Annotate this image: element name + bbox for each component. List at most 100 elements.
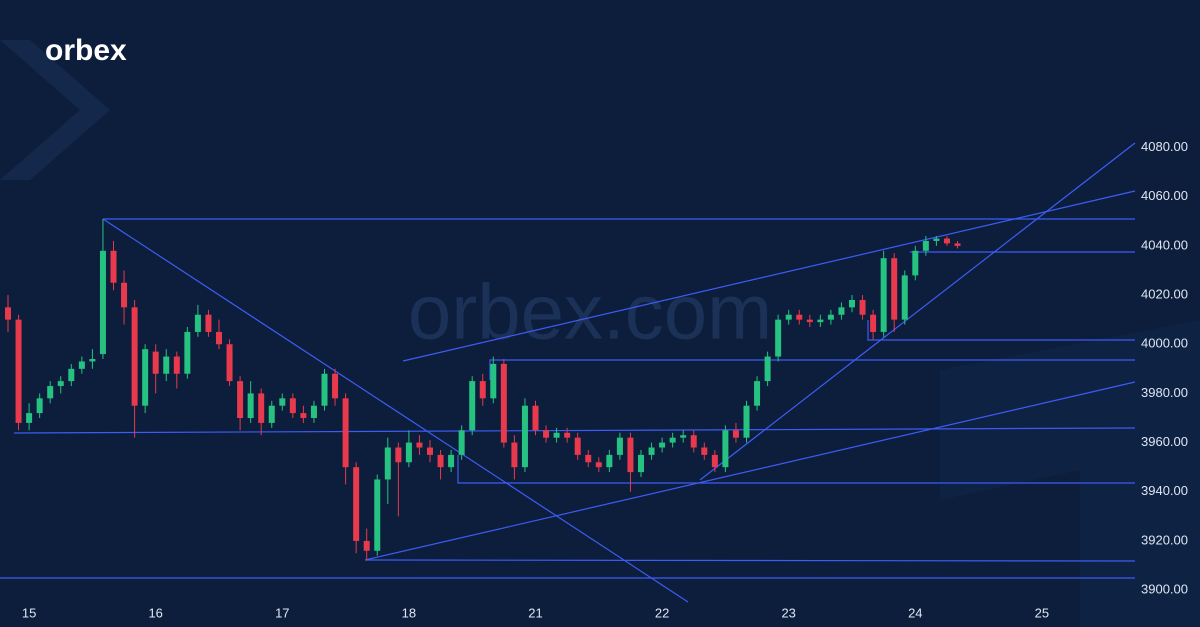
candle-body	[627, 437, 634, 473]
y-tick-label: 3920.00	[1141, 532, 1188, 547]
candle-body	[606, 454, 613, 468]
candle-body	[827, 314, 834, 320]
x-tick-label: 25	[1035, 605, 1049, 620]
candle-body	[142, 349, 149, 406]
candle-body	[859, 299, 866, 315]
candle-body	[448, 454, 455, 468]
candle-body	[47, 386, 54, 399]
candle-body	[374, 479, 381, 551]
candle-body	[922, 240, 929, 251]
candle-body	[849, 299, 855, 308]
candle-body	[595, 462, 602, 468]
candle-body	[268, 405, 275, 423]
candle-body	[891, 258, 898, 320]
x-tick-label: 22	[655, 605, 669, 620]
watermark: orbex.com	[408, 268, 772, 356]
candle-body	[796, 314, 803, 320]
trend-line	[699, 142, 1136, 481]
candle-body	[173, 356, 180, 374]
trend-line	[457, 455, 1135, 484]
candle-body	[690, 435, 697, 448]
candle-body	[5, 307, 11, 320]
candle-body	[258, 393, 265, 423]
candle-body	[427, 447, 433, 455]
trend-line	[13, 427, 1136, 434]
candle-body	[711, 454, 718, 468]
y-tick-label: 3900.00	[1141, 582, 1188, 597]
candle-body	[532, 405, 539, 431]
y-tick-label: 3980.00	[1141, 385, 1188, 400]
candle-body	[321, 373, 328, 406]
candle-body	[521, 405, 528, 468]
candle-body	[490, 363, 497, 399]
candle-body	[57, 381, 64, 387]
candle-body	[764, 356, 771, 382]
candle-body	[785, 314, 792, 320]
candle-body	[817, 319, 824, 323]
candle-body	[184, 331, 191, 374]
candle-body	[732, 430, 739, 438]
x-tick-label: 16	[148, 605, 162, 620]
candle-body	[163, 356, 170, 374]
candle-body	[669, 437, 676, 443]
candle-body	[648, 447, 655, 455]
candle-body	[458, 430, 465, 455]
candle-body	[289, 398, 296, 414]
candle-body	[775, 319, 782, 357]
x-tick-label: 23	[781, 605, 795, 620]
x-tick-label: 17	[275, 605, 289, 620]
y-tick-label: 3960.00	[1141, 434, 1188, 449]
candle-body	[754, 381, 761, 406]
y-tick-label: 4080.00	[1141, 139, 1188, 154]
candle-body	[89, 358, 96, 362]
candle-body	[99, 250, 106, 355]
candle-body	[680, 435, 687, 438]
candle-body	[226, 344, 233, 382]
candle-body	[247, 393, 254, 418]
candle-body	[838, 307, 845, 315]
candle-body	[933, 238, 940, 241]
y-tick-label: 4040.00	[1141, 237, 1188, 252]
candle-body	[511, 442, 518, 468]
candle-body	[384, 447, 391, 480]
candle-body	[701, 447, 708, 455]
candle-body	[353, 467, 360, 541]
candle-body	[469, 381, 476, 431]
x-tick-label: 21	[528, 605, 542, 620]
decor-shape	[940, 320, 1200, 627]
candle-body	[553, 432, 560, 438]
candle-body	[332, 373, 339, 399]
candle-body	[216, 331, 222, 345]
x-tick-label: 15	[22, 605, 36, 620]
candle-body	[659, 442, 666, 448]
candle-body	[110, 250, 117, 283]
decor-chevron	[0, 40, 110, 180]
logo: orbex	[45, 34, 127, 67]
candle-body	[901, 275, 908, 320]
y-tick-label: 4060.00	[1141, 188, 1188, 203]
candle-body	[78, 361, 85, 369]
candle-body	[574, 437, 581, 455]
candle-body	[279, 398, 286, 406]
candle-body	[300, 413, 307, 418]
candle-body	[310, 405, 317, 418]
candle-body	[722, 430, 729, 468]
trend-lines	[0, 142, 1136, 603]
candle-body	[121, 282, 128, 308]
candle-body	[870, 314, 877, 332]
candle-body	[806, 319, 813, 323]
candle-body	[479, 381, 486, 399]
candle-body	[437, 454, 444, 468]
trend-line	[489, 359, 1135, 380]
trend-line	[402, 190, 1136, 362]
y-tick-label: 4000.00	[1141, 336, 1188, 351]
candle-body	[543, 430, 550, 438]
candle-body	[616, 437, 623, 455]
trend-line	[364, 381, 1136, 561]
x-tick-label: 24	[908, 605, 922, 620]
y-tick-label: 3940.00	[1141, 483, 1188, 498]
candle-body	[743, 405, 750, 438]
candle-body	[416, 442, 423, 448]
